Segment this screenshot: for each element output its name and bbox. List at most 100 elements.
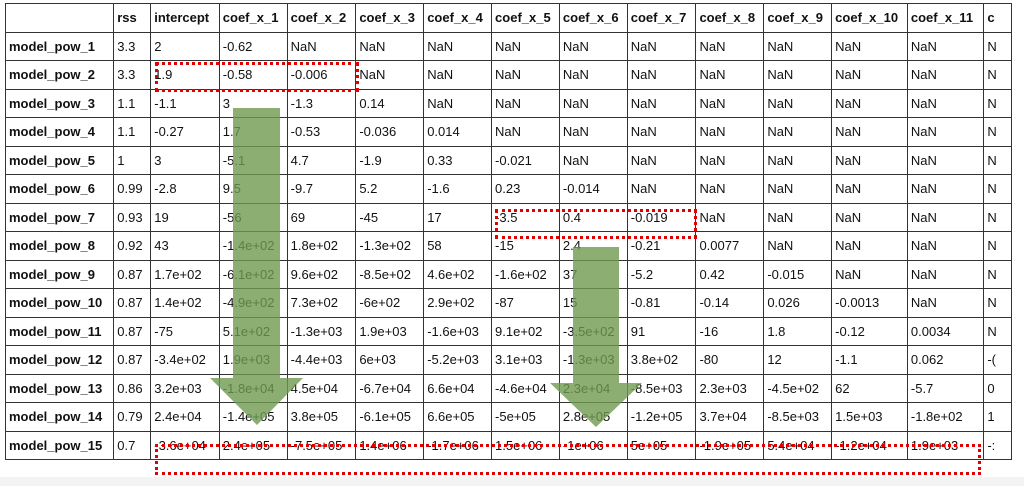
table-cell: N xyxy=(983,88,1012,118)
table-cell: 1 xyxy=(983,402,1012,432)
table-cell: NaN xyxy=(831,60,908,90)
table-cell: NaN xyxy=(558,60,628,90)
table-cell: NaN xyxy=(906,60,985,90)
table-cell: -8.5e+02 xyxy=(355,259,425,289)
table-cell: -0.12 xyxy=(831,316,908,346)
table-cell: -0.62 xyxy=(218,31,288,61)
table-cell: 0.87 xyxy=(113,345,152,375)
table-cell: 43 xyxy=(150,231,220,261)
index-header xyxy=(5,3,115,33)
row-label: model_pow_15 xyxy=(5,430,115,460)
table-cell: 1.8e+02 xyxy=(286,231,357,261)
row-label: model_pow_6 xyxy=(5,174,115,204)
table-cell: 2.3e+04 xyxy=(558,373,628,403)
table-cell: 0.026 xyxy=(763,288,833,318)
table-cell: 0.87 xyxy=(113,288,152,318)
table-cell: 2.4e+05 xyxy=(218,430,288,460)
table-cell: -0.019 xyxy=(626,202,697,232)
table-cell: 4.5e+04 xyxy=(286,373,357,403)
table-cell: N xyxy=(983,202,1012,232)
table-cell: 2.4e+04 xyxy=(150,402,220,432)
bottom-scroll-area xyxy=(0,477,1024,486)
table-cell: NaN xyxy=(763,117,833,147)
table-cell: NaN xyxy=(763,31,833,61)
table-cell: 1.1 xyxy=(113,117,152,147)
column-header: coef_x_10 xyxy=(831,3,908,33)
table-cell: -1.3e+03 xyxy=(558,345,628,375)
table-cell: -1.9 xyxy=(355,145,425,175)
column-header: coef_x_5 xyxy=(491,3,560,33)
table-cell: -0.006 xyxy=(286,60,357,90)
table-cell: 2.4 xyxy=(558,231,628,261)
table-cell: -5.7 xyxy=(906,373,985,403)
table-row: model_pow_11 0.87 -75 5.1e+02 -1.3e+03 1.9e+0… xyxy=(5,316,1012,346)
table-row: model_pow_6 0.99 -2.8 9.5 -9.7 5.2 -1.6 0.23 -0.… xyxy=(5,174,1012,204)
table-cell: NaN xyxy=(626,60,697,90)
table-cell: N xyxy=(983,117,1012,147)
column-header: coef_x_9 xyxy=(763,3,833,33)
table-cell: -( xyxy=(983,345,1012,375)
table-cell: 5.2 xyxy=(355,174,425,204)
table-cell: -1.1 xyxy=(831,345,908,375)
table-cell: N xyxy=(983,31,1012,61)
table-row: model_pow_5 1 3 -5.1 4.7 -1.9 0.33 -0.021 NaN NaN… xyxy=(5,145,1012,175)
table-row: model_pow_12 0.87 -3.4e+02 1.9e+03 -4.4e+03 6… xyxy=(5,345,1012,375)
table-cell: NaN xyxy=(906,145,985,175)
table-cell: -1.2e+04 xyxy=(831,430,908,460)
table-cell: 58 xyxy=(423,231,493,261)
table-cell: 6.6e+05 xyxy=(423,402,493,432)
table-cell: -1.7e+06 xyxy=(423,430,493,460)
table-cell: N xyxy=(983,145,1012,175)
table-cell: 15 xyxy=(558,288,628,318)
table-cell: NaN xyxy=(491,31,560,61)
column-header: coef_x_3 xyxy=(355,3,425,33)
table-cell: 12 xyxy=(763,345,833,375)
table-cell: NaN xyxy=(558,117,628,147)
table-cell: -6.1e+02 xyxy=(218,259,288,289)
table-cell: 1.7e+02 xyxy=(150,259,220,289)
table-cell: N xyxy=(983,60,1012,90)
table-cell: NaN xyxy=(906,231,985,261)
row-label: model_pow_14 xyxy=(5,402,115,432)
table-cell: NaN xyxy=(763,145,833,175)
table-cell: NaN xyxy=(831,174,908,204)
table-cell: NaN xyxy=(906,202,985,232)
table-cell: -6.7e+04 xyxy=(355,373,425,403)
table-cell: -0.81 xyxy=(626,288,697,318)
table-cell: -1.9e+05 xyxy=(695,430,765,460)
table-cell: 1.5e+03 xyxy=(831,402,908,432)
column-header: coef_x_1 xyxy=(218,3,288,33)
table-cell: 69 xyxy=(286,202,357,232)
table-cell: 0.87 xyxy=(113,259,152,289)
table-cell: 1.5e+06 xyxy=(491,430,560,460)
table-cell: -1.4e+05 xyxy=(218,402,288,432)
table-cell: 0.79 xyxy=(113,402,152,432)
table-cell: -5.2 xyxy=(626,259,697,289)
table-cell: -1.3e+02 xyxy=(355,231,425,261)
table-cell: NaN xyxy=(906,31,985,61)
table-cell: 3 xyxy=(218,88,288,118)
column-header: rss xyxy=(113,3,152,33)
table-cell: 3.3 xyxy=(113,60,152,90)
table-cell: 37 xyxy=(558,259,628,289)
table-cell: -1.8e+02 xyxy=(906,402,985,432)
table-cell: NaN xyxy=(906,174,985,204)
table-cell: 4.7 xyxy=(286,145,357,175)
table-cell: 91 xyxy=(626,316,697,346)
table-cell: -0.036 xyxy=(355,117,425,147)
table-cell: 6e+03 xyxy=(355,345,425,375)
table-cell: NaN xyxy=(831,31,908,61)
table-cell: -1.6e+03 xyxy=(423,316,493,346)
table-cell: -: xyxy=(983,430,1012,460)
table-cell: -75 xyxy=(150,316,220,346)
row-label: model_pow_11 xyxy=(5,316,115,346)
column-header: c xyxy=(983,3,1012,33)
row-label: model_pow_3 xyxy=(5,88,115,118)
table-cell: NaN xyxy=(286,31,357,61)
table-cell: 3.8e+05 xyxy=(286,402,357,432)
table-cell: 0.93 xyxy=(113,202,152,232)
table-cell: NaN xyxy=(558,88,628,118)
row-label: model_pow_1 xyxy=(5,31,115,61)
table-cell: 5.1e+02 xyxy=(218,316,288,346)
table-cell: -6.1e+05 xyxy=(355,402,425,432)
